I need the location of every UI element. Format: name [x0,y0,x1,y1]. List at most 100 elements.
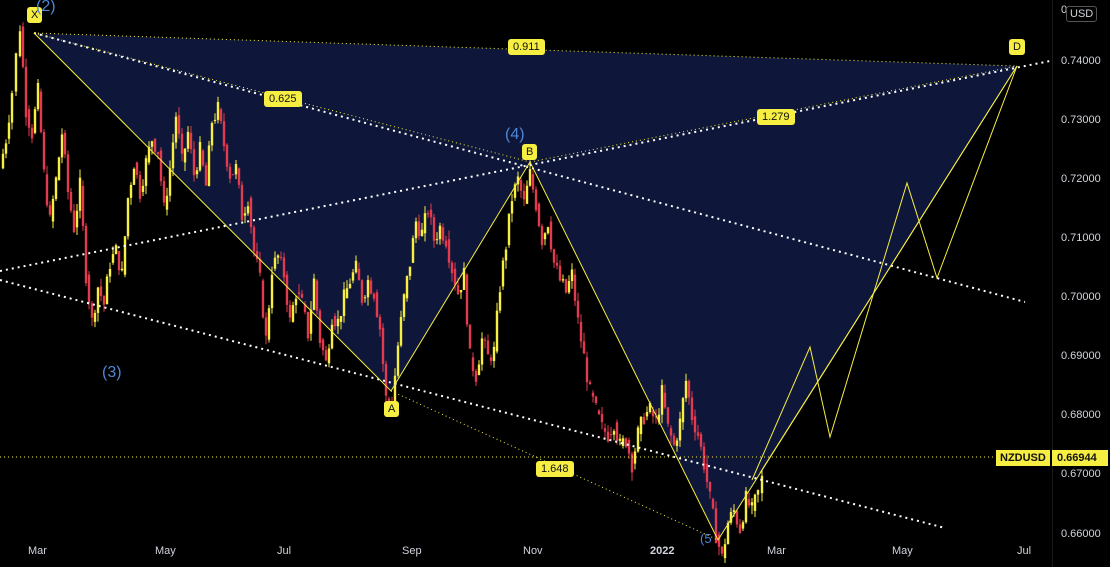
candle-body [321,339,325,351]
candle-body [282,257,286,278]
candle-body [270,274,274,309]
candle-body [261,280,265,318]
currency-button[interactable]: USD [1066,6,1098,22]
candle-body [396,345,400,376]
candle-body [543,233,547,240]
candle-body [717,534,721,547]
y-tick-5: 0.69000 [1061,350,1101,363]
candle-body [378,316,382,330]
candle-body [30,127,34,139]
candle-body [519,180,523,191]
point-label-d: D [1009,39,1025,55]
candle-body [756,490,760,495]
candle-body [585,357,589,383]
candle-body [21,26,25,67]
candle-body [126,198,130,237]
candle-body [411,238,415,263]
candle-body [306,312,310,339]
x-tick-7: May [892,545,913,557]
candle-body [582,341,586,354]
ratio-label-xd: 0.911 [508,39,545,55]
candle-body [660,385,664,415]
candle-body [453,268,457,286]
candle-body [69,191,73,211]
candle-body [312,278,316,310]
candle-body [738,524,742,533]
candle-body [684,380,688,399]
candle-body [114,245,118,255]
candle-body [459,289,463,293]
candle-body [354,260,358,273]
candle-body [72,210,76,233]
y-tick-8: 0.66000 [1061,527,1101,540]
candle-body [441,227,445,241]
candle-body [243,213,247,216]
candle-body [363,297,367,299]
candle-body [219,109,223,122]
candle-body [642,416,646,425]
y-tick-2: 0.72000 [1061,173,1101,186]
candle-body [162,181,166,203]
candle-body [657,414,661,423]
candle-body [447,239,451,263]
candle-body [651,410,655,417]
candle-body [744,490,748,523]
candle-body [594,396,598,404]
candle-body [432,217,436,241]
candle-body [579,321,583,342]
candle-body [237,168,241,185]
candle-body [375,292,379,317]
candle-body [87,274,91,304]
point-label-b: B [522,144,538,160]
candle-body [516,176,520,185]
candle-body [318,310,322,343]
candle-body [393,375,397,405]
candle-body [7,122,11,139]
candle-body [27,109,31,128]
candle-body [705,463,709,482]
ratio-label-bd: 1.279 [757,109,795,125]
candle-body [741,522,745,529]
candle-body [687,380,691,398]
candle-body [14,53,18,92]
y-tick-4: 0.70000 [1061,291,1101,304]
candle-body [252,227,256,252]
candle-body [438,225,442,240]
candle-body [477,364,481,376]
y-tick-3: 0.71000 [1061,232,1101,245]
candle-body [693,416,697,433]
trendline-lower-channel [0,279,946,529]
candle-body [597,410,601,415]
candle-body [474,371,478,382]
candle-body [222,121,226,147]
candle-body [4,143,8,154]
candle-body [42,132,46,170]
y-tick-1: 0.73000 [1061,114,1101,127]
candle-body [621,438,625,446]
candle-body [18,31,22,57]
candle-body [159,150,163,182]
candle-body [1,153,5,169]
candle-body [174,116,178,143]
candle-body [366,279,370,298]
point-label-x: X [27,7,43,23]
y-tick-0: 0.74000 [1061,55,1101,68]
candle-body [678,418,682,441]
candle-body [294,298,298,306]
candle-body [627,440,631,454]
candle-body [111,254,115,263]
candle-body [213,119,217,122]
candle-body [729,512,733,523]
candle-body [267,308,271,340]
candle-body [588,382,592,385]
wave-label-4: (4) [505,126,525,143]
candle-body [246,206,250,214]
wave-label-2: (2) [36,0,56,15]
candle-body [333,315,337,327]
price-axis[interactable] [1052,0,1110,567]
candle-body [699,434,703,447]
candle-body [648,403,652,413]
candle-body [105,276,109,305]
candle-body [558,265,562,281]
